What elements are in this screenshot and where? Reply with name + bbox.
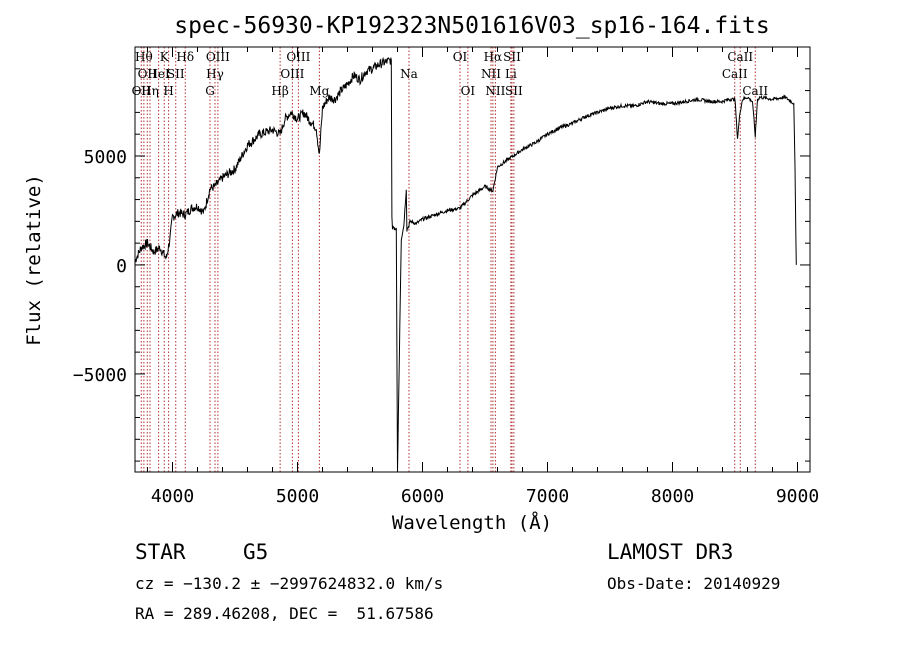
subclass-label: G5 xyxy=(243,540,269,564)
x-tick-label: 7000 xyxy=(526,486,569,507)
marker-label: NII xyxy=(485,84,505,98)
marker-label: OI xyxy=(453,50,468,64)
x-tick-label: 8000 xyxy=(651,486,694,507)
marker-label: H xyxy=(163,84,173,98)
marker-label: Mg xyxy=(309,84,329,98)
marker-label: NII xyxy=(481,67,501,81)
marker-label: OIII xyxy=(206,50,230,64)
marker-label: Hβ xyxy=(271,84,288,98)
cz-readout: cz = −130.2 ± −2997624832.0 km/s xyxy=(135,574,444,593)
line-markers xyxy=(140,47,756,472)
x-tick-label: 9000 xyxy=(776,486,819,507)
marker-label: SII xyxy=(167,67,185,81)
marker-label: CaII xyxy=(742,84,768,98)
ra-dec-readout: RA = 289.46208, DEC = 51.67586 xyxy=(135,604,434,623)
marker-label: SII xyxy=(505,84,523,98)
class-label: STAR xyxy=(135,540,186,564)
y-axis: −5000 0 5000 xyxy=(73,46,810,462)
chart-title: spec-56930-KP192323N501616V03_sp16-164.f… xyxy=(174,13,769,39)
marker-label: OIII xyxy=(286,50,310,64)
y-tick-label: 5000 xyxy=(84,147,127,168)
marker-label: OII xyxy=(132,84,152,98)
marker-label: G xyxy=(205,84,215,98)
marker-label: Li xyxy=(505,67,517,81)
marker-label: OI xyxy=(461,84,476,98)
marker-label: OII xyxy=(138,67,158,81)
marker-label: CaII xyxy=(722,67,748,81)
marker-label: Hα xyxy=(484,50,503,64)
x-tick-label: 4000 xyxy=(151,486,194,507)
survey-label: LAMOST DR3 xyxy=(607,540,734,564)
marker-label: OIII xyxy=(280,67,304,81)
obs-date: Obs-Date: 20140929 xyxy=(607,574,781,593)
marker-label: Hδ xyxy=(176,50,194,64)
x-axis: 4000 5000 6000 7000 8000 9000 xyxy=(147,47,819,507)
y-tick-label: 0 xyxy=(116,256,127,277)
plot-frame xyxy=(134,46,811,473)
y-axis-label: Flux (relative) xyxy=(23,174,45,346)
x-axis-label: Wavelength (Å) xyxy=(392,511,552,534)
marker-label: K xyxy=(160,50,170,64)
marker-label: CaII xyxy=(727,50,753,64)
x-tick-label: 6000 xyxy=(401,486,444,507)
marker-label: HeI xyxy=(147,67,170,81)
line-marker-labels: OIIHθOIIHηHeIKHSIIHδGHγOIIIHβOIIIOIIIMgN… xyxy=(132,50,769,98)
x-tick-label: 5000 xyxy=(276,486,319,507)
marker-label: Hη xyxy=(141,84,159,98)
spectrum-line xyxy=(134,56,797,473)
marker-label: Hθ xyxy=(135,50,153,64)
marker-label: Na xyxy=(400,67,418,81)
marker-label: SII xyxy=(503,50,521,64)
marker-label: Hγ xyxy=(206,67,224,81)
y-tick-label: −5000 xyxy=(73,365,127,386)
